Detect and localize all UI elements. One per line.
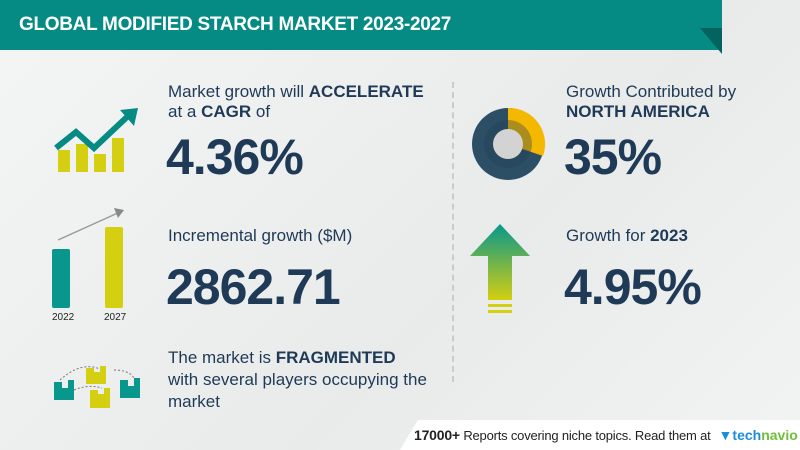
market-line3: market: [168, 392, 220, 411]
growth-2023-label: Growth for 2023: [566, 226, 688, 245]
footer-row: 17000+ Reports covering niche topics. Re…: [414, 424, 798, 446]
incremental-bar-icon: [52, 208, 124, 308]
page-title: GLOBAL MODIFIED STARCH MARKET 2023-2027: [19, 14, 452, 35]
cagr-value: 4.36%: [166, 129, 304, 185]
cagr-line2: at a CAGR of: [168, 102, 271, 121]
title-banner: [0, 0, 722, 50]
region-label: Growth Contributed by: [566, 82, 737, 101]
incremental-value: 2862.71: [166, 259, 341, 315]
donut-chart-icon: [472, 107, 546, 180]
region-name: NORTH AMERICA: [566, 102, 710, 121]
growth-chart-icon: [54, 108, 138, 172]
up-arrow-icon: [470, 224, 530, 313]
divider: [452, 82, 454, 382]
bar-year-2027: 2027: [104, 312, 127, 323]
banner-fold: [700, 28, 722, 54]
technavio-logo[interactable]: ▼technavio: [718, 427, 798, 443]
growth-2023-value: 4.95%: [564, 259, 702, 315]
fragmented-market-icon: [54, 366, 140, 408]
market-line2: with several players occupying the: [168, 370, 427, 389]
footer-bar: [400, 420, 800, 450]
bar-year-2022: 2022: [52, 312, 75, 323]
market-line1: The market is FRAGMENTED: [168, 348, 396, 367]
footer-text: 17000+ Reports covering niche topics. Re…: [414, 427, 711, 443]
region-value: 35%: [564, 129, 662, 185]
incremental-label: Incremental growth ($M): [168, 226, 353, 245]
cagr-line1: Market growth will ACCELERATE: [168, 82, 424, 101]
